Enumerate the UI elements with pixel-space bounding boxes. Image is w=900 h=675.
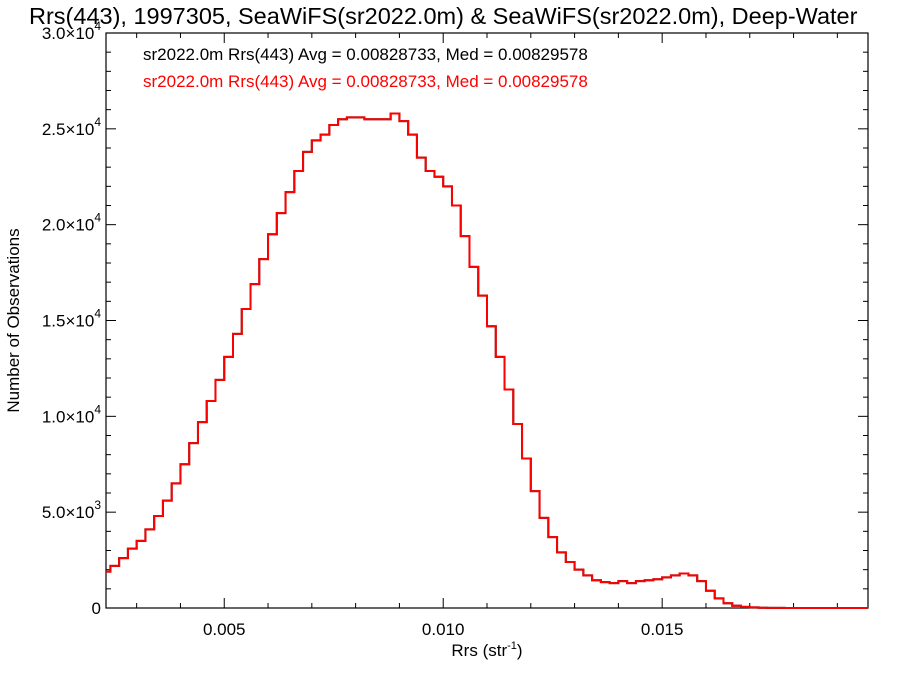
series-line-1 — [106, 112, 868, 609]
legend-entry-1: sr2022.0m Rrs(443) Avg = 0.00828733, Med… — [143, 72, 588, 91]
y-tick-label: 2.0×104 — [42, 211, 101, 235]
chart-title: Rrs(443), 1997305, SeaWiFS(sr2022.0m) & … — [29, 3, 858, 29]
x-tick-label: 0.005 — [203, 620, 246, 639]
axis-labels: 0.005 0.010 0.015 0 5.0×103 1.0×104 1.5×104 2.0… — [4, 19, 683, 660]
legend: sr2022.0m Rrs(443) Avg = 0.00828733, Med… — [143, 45, 588, 91]
axis-ticks — [106, 32, 868, 609]
x-tick-label: 0.015 — [641, 620, 684, 639]
y-tick-label: 3.0×104 — [42, 19, 101, 43]
legend-entry-0: sr2022.0m Rrs(443) Avg = 0.00828733, Med… — [143, 45, 588, 64]
x-tick-label: 0.010 — [422, 620, 465, 639]
y-axis-label: Number of Observations — [4, 228, 23, 412]
y-tick-label: 5.0×103 — [42, 498, 101, 522]
y-tick-label: 1.0×104 — [42, 402, 101, 426]
x-axis-label: Rrs (str-1) — [451, 640, 522, 660]
y-tick-label: 0 — [92, 599, 101, 618]
y-tick-label: 1.5×104 — [42, 307, 101, 331]
series-layer — [106, 112, 868, 609]
series-line-0 — [106, 112, 868, 609]
y-tick-label: 2.5×104 — [42, 115, 101, 139]
